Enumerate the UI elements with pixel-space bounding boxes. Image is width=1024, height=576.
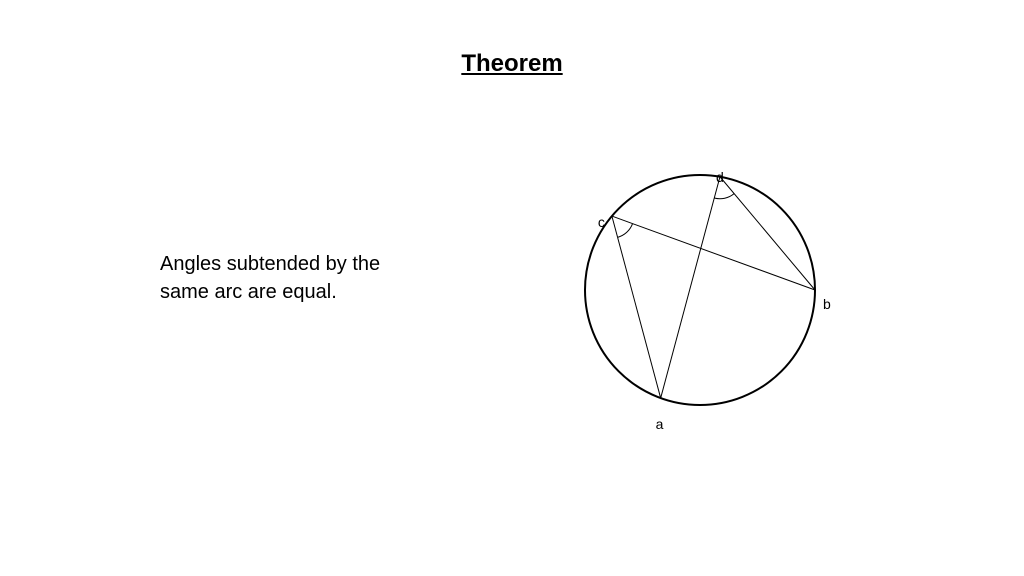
point-label-c: c	[598, 214, 605, 230]
theorem-line-2: same arc are equal.	[160, 278, 380, 306]
circle-diagram	[540, 150, 860, 450]
point-label-a: a	[656, 416, 664, 432]
angle-arc-c	[618, 224, 633, 238]
angle-arc-d	[714, 194, 734, 199]
circle-outline	[585, 175, 815, 405]
point-label-b: b	[823, 296, 831, 312]
point-label-d: d	[716, 169, 724, 185]
theorem-line-1: Angles subtended by the	[160, 250, 380, 278]
page-title: Theorem	[0, 50, 1024, 78]
chord-d-a	[661, 177, 720, 398]
theorem-statement: Angles subtended by the same arc are equ…	[160, 250, 380, 306]
